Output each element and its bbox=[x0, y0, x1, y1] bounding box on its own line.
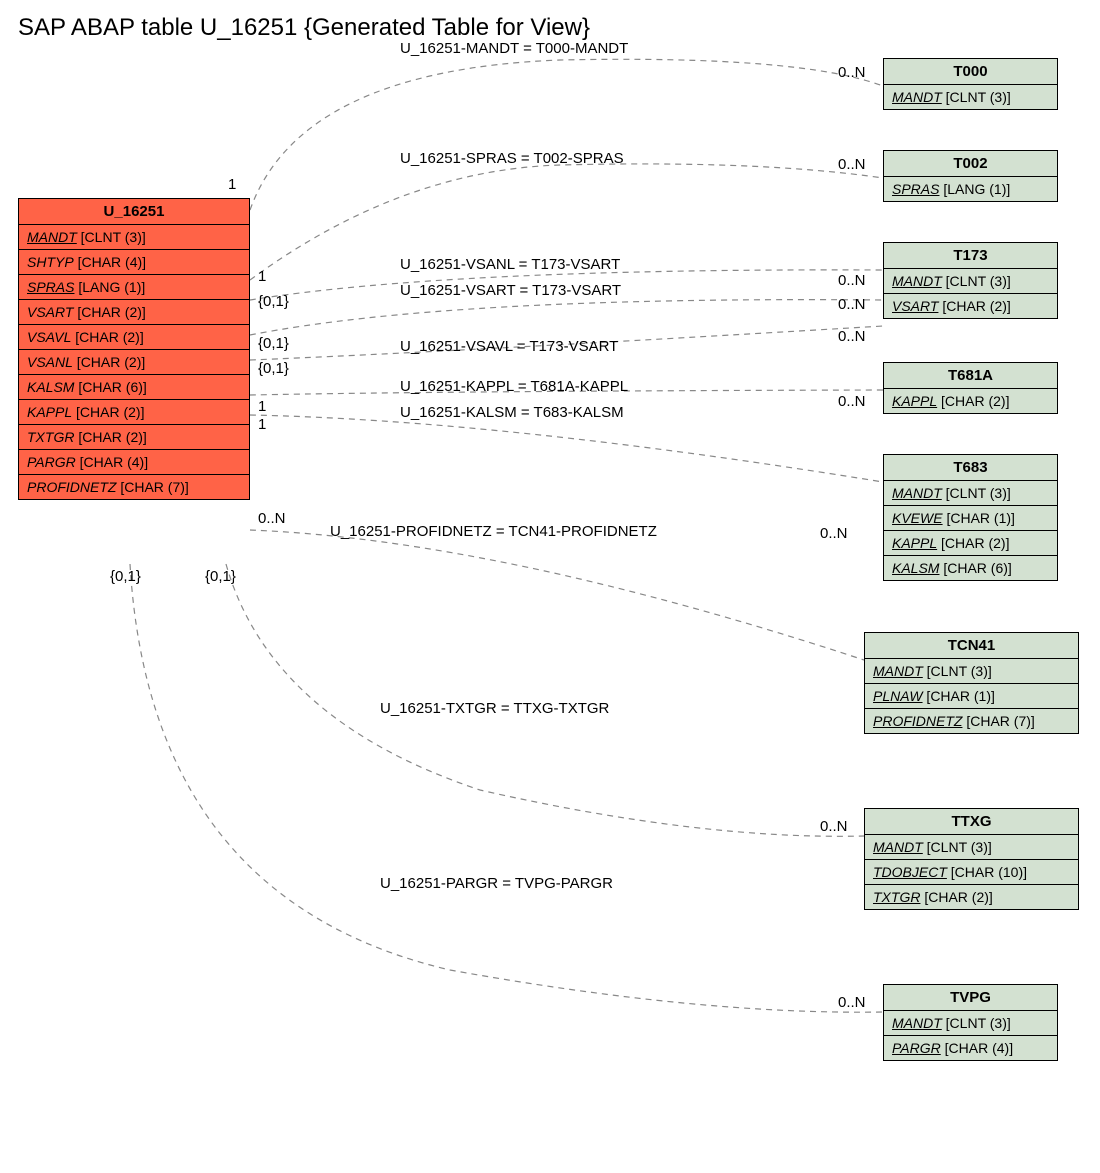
cardinality-from: 1 bbox=[228, 176, 236, 193]
cardinality-to: 0..N bbox=[838, 296, 866, 313]
cardinality-to: 0..N bbox=[838, 64, 866, 81]
entity-field: PARGR [CHAR (4)] bbox=[19, 450, 249, 475]
cardinality-to: 0..N bbox=[838, 328, 866, 345]
edge-label: U_16251-KAPPL = T681A-KAPPL bbox=[400, 378, 628, 395]
entity-field: SHTYP [CHAR (4)] bbox=[19, 250, 249, 275]
entity-t681a: T681AKAPPL [CHAR (2)] bbox=[883, 362, 1058, 414]
cardinality-from: 1 bbox=[258, 416, 266, 433]
entity-field: SPRAS [LANG (1)] bbox=[884, 177, 1057, 201]
entity-t000: T000MANDT [CLNT (3)] bbox=[883, 58, 1058, 110]
entity-field: KALSM [CHAR (6)] bbox=[19, 375, 249, 400]
edge-label: U_16251-PROFIDNETZ = TCN41-PROFIDNETZ bbox=[330, 523, 657, 540]
entity-ttxg: TTXGMANDT [CLNT (3)]TDOBJECT [CHAR (10)]… bbox=[864, 808, 1079, 910]
edge-label: U_16251-VSANL = T173-VSART bbox=[400, 256, 620, 273]
entity-field: VSART [CHAR (2)] bbox=[884, 294, 1057, 318]
cardinality-from: {0,1} bbox=[258, 293, 289, 310]
edge-label: U_16251-KALSM = T683-KALSM bbox=[400, 404, 624, 421]
entity-header: TTXG bbox=[865, 809, 1078, 835]
entity-field: PROFIDNETZ [CHAR (7)] bbox=[19, 475, 249, 499]
entity-t173: T173MANDT [CLNT (3)]VSART [CHAR (2)] bbox=[883, 242, 1058, 319]
cardinality-from: {0,1} bbox=[258, 360, 289, 377]
entity-field: MANDT [CLNT (3)] bbox=[884, 85, 1057, 109]
edge-label: U_16251-VSAVL = T173-VSART bbox=[400, 338, 618, 355]
cardinality-to: 0..N bbox=[838, 156, 866, 173]
entity-t002: T002SPRAS [LANG (1)] bbox=[883, 150, 1058, 202]
entity-field: MANDT [CLNT (3)] bbox=[884, 269, 1057, 294]
entity-header: T681A bbox=[884, 363, 1057, 389]
cardinality-from: {0,1} bbox=[258, 335, 289, 352]
entity-field: KAPPL [CHAR (2)] bbox=[884, 531, 1057, 556]
entity-field: MANDT [CLNT (3)] bbox=[884, 1011, 1057, 1036]
cardinality-to: 0..N bbox=[838, 272, 866, 289]
entity-field: TXTGR [CHAR (2)] bbox=[19, 425, 249, 450]
edge-label: U_16251-SPRAS = T002-SPRAS bbox=[400, 150, 624, 167]
entity-field: SPRAS [LANG (1)] bbox=[19, 275, 249, 300]
entity-field: KVEWE [CHAR (1)] bbox=[884, 506, 1057, 531]
entity-header: T683 bbox=[884, 455, 1057, 481]
entity-field: PROFIDNETZ [CHAR (7)] bbox=[865, 709, 1078, 733]
entity-header: T000 bbox=[884, 59, 1057, 85]
entity-field: MANDT [CLNT (3)] bbox=[865, 659, 1078, 684]
entity-field: MANDT [CLNT (3)] bbox=[19, 225, 249, 250]
edge-label: U_16251-PARGR = TVPG-PARGR bbox=[380, 875, 613, 892]
cardinality-from: 1 bbox=[258, 268, 266, 285]
edge-label: U_16251-MANDT = T000-MANDT bbox=[400, 40, 628, 57]
entity-header: TVPG bbox=[884, 985, 1057, 1011]
entity-field: MANDT [CLNT (3)] bbox=[884, 481, 1057, 506]
entity-field: VSART [CHAR (2)] bbox=[19, 300, 249, 325]
diagram-title: SAP ABAP table U_16251 {Generated Table … bbox=[18, 14, 590, 42]
entity-field: TXTGR [CHAR (2)] bbox=[865, 885, 1078, 909]
entity-field: KAPPL [CHAR (2)] bbox=[884, 389, 1057, 413]
entity-field: PARGR [CHAR (4)] bbox=[884, 1036, 1057, 1060]
entity-field: TDOBJECT [CHAR (10)] bbox=[865, 860, 1078, 885]
entity-field: KAPPL [CHAR (2)] bbox=[19, 400, 249, 425]
cardinality-to: 0..N bbox=[820, 818, 848, 835]
edge-label: U_16251-TXTGR = TTXG-TXTGR bbox=[380, 700, 609, 717]
entity-header: T173 bbox=[884, 243, 1057, 269]
entity-field: VSANL [CHAR (2)] bbox=[19, 350, 249, 375]
cardinality-to: 0..N bbox=[838, 994, 866, 1011]
cardinality-from: 0..N bbox=[258, 510, 286, 527]
cardinality-to: 0..N bbox=[820, 525, 848, 542]
entity-header: TCN41 bbox=[865, 633, 1078, 659]
entity-field: KALSM [CHAR (6)] bbox=[884, 556, 1057, 580]
entity-tvpg: TVPGMANDT [CLNT (3)]PARGR [CHAR (4)] bbox=[883, 984, 1058, 1061]
cardinality-from: 1 bbox=[258, 398, 266, 415]
cardinality-from: {0,1} bbox=[110, 568, 141, 585]
entity-header: U_16251 bbox=[19, 199, 249, 225]
entity-field: VSAVL [CHAR (2)] bbox=[19, 325, 249, 350]
entity-field: MANDT [CLNT (3)] bbox=[865, 835, 1078, 860]
edge-label: U_16251-VSART = T173-VSART bbox=[400, 282, 621, 299]
entity-tcn41: TCN41MANDT [CLNT (3)]PLNAW [CHAR (1)]PRO… bbox=[864, 632, 1079, 734]
entity-u_16251: U_16251MANDT [CLNT (3)]SHTYP [CHAR (4)]S… bbox=[18, 198, 250, 500]
cardinality-to: 0..N bbox=[838, 393, 866, 410]
entity-header: T002 bbox=[884, 151, 1057, 177]
cardinality-from: {0,1} bbox=[205, 568, 236, 585]
entity-field: PLNAW [CHAR (1)] bbox=[865, 684, 1078, 709]
entity-t683: T683MANDT [CLNT (3)]KVEWE [CHAR (1)]KAPP… bbox=[883, 454, 1058, 581]
